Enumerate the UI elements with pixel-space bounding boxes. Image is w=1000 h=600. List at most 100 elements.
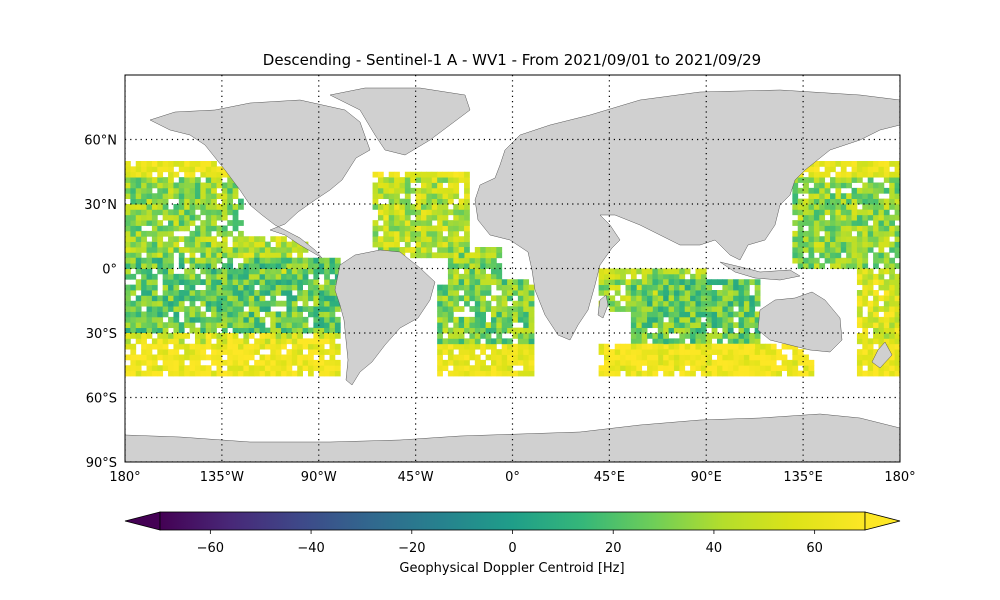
data-cell	[275, 316, 282, 323]
data-cell	[291, 268, 298, 275]
data-cell	[856, 177, 863, 183]
data-cell	[377, 225, 384, 232]
data-cell	[184, 209, 190, 216]
data-cell	[862, 236, 869, 243]
data-cell	[135, 204, 142, 210]
data-cell	[302, 306, 309, 312]
data-cell	[227, 257, 234, 264]
data-cell	[792, 359, 799, 366]
data-cell	[507, 290, 513, 296]
data-cell	[819, 182, 826, 189]
data-cell	[727, 295, 734, 302]
data-cell	[894, 209, 900, 216]
data-cell	[743, 311, 750, 318]
data-cell	[157, 365, 164, 372]
data-cell	[125, 343, 131, 350]
data-cell	[840, 182, 847, 189]
data-cell	[125, 300, 131, 307]
data-cell	[221, 171, 228, 178]
data-cell	[194, 204, 201, 210]
data-cell	[835, 198, 842, 205]
data-cell	[889, 333, 896, 339]
data-cell	[221, 279, 228, 286]
data-cell	[194, 290, 201, 296]
data-cell	[243, 338, 250, 345]
data-cell	[803, 257, 809, 264]
data-cell	[227, 252, 234, 259]
data-cell	[189, 263, 196, 269]
x-tick-label: 180°	[884, 470, 915, 485]
data-cell	[211, 236, 217, 243]
data-cell	[733, 333, 739, 339]
data-cell	[146, 311, 153, 318]
data-cell	[259, 273, 266, 280]
data-cell	[641, 349, 648, 355]
data-cell	[690, 327, 696, 334]
data-cell	[205, 166, 212, 173]
data-cell	[238, 204, 244, 210]
data-cell	[458, 359, 465, 366]
data-cell	[135, 359, 142, 366]
data-cell	[889, 161, 896, 167]
data-cell	[404, 193, 411, 200]
data-cell	[889, 193, 896, 200]
data-cell	[270, 327, 277, 334]
data-cell	[216, 268, 223, 275]
data-cell	[464, 359, 470, 366]
data-cell	[157, 327, 164, 334]
data-cell	[652, 279, 659, 286]
data-cell	[856, 247, 863, 253]
data-cell	[151, 306, 158, 312]
data-cell	[302, 322, 309, 329]
data-cell	[334, 268, 341, 275]
data-cell	[464, 204, 470, 210]
data-cell	[846, 236, 852, 243]
data-cell	[485, 343, 492, 350]
data-cell	[130, 257, 137, 264]
land-madagascar	[597, 294, 609, 319]
data-cell	[125, 182, 131, 189]
data-cell	[668, 273, 675, 280]
data-cell	[130, 182, 137, 189]
data-cell	[211, 300, 217, 307]
data-cell	[135, 365, 142, 372]
data-cell	[151, 273, 158, 280]
data-cell	[706, 306, 713, 312]
data-cell	[738, 311, 745, 318]
data-cell	[243, 284, 250, 291]
data-cell	[162, 354, 169, 361]
data-cell	[447, 230, 454, 237]
data-cell	[200, 247, 207, 253]
data-cell	[464, 284, 470, 291]
data-cell	[733, 300, 739, 307]
data-cell	[437, 365, 443, 372]
data-cell	[668, 268, 675, 275]
data-cell	[474, 273, 481, 280]
data-cell	[636, 290, 643, 296]
data-cell	[141, 316, 147, 323]
data-cell	[727, 279, 734, 286]
data-cell	[157, 236, 164, 243]
data-cell	[211, 343, 217, 350]
data-cell	[889, 349, 896, 355]
data-cell	[754, 333, 761, 339]
data-cell	[302, 263, 309, 269]
data-cell	[184, 322, 190, 329]
data-cell	[168, 263, 174, 269]
data-cell	[329, 316, 336, 323]
data-cell	[426, 214, 433, 221]
data-cell	[878, 257, 885, 264]
data-cell	[211, 327, 217, 334]
data-cell	[862, 284, 869, 291]
data-cell	[647, 316, 653, 323]
data-cell	[727, 311, 734, 318]
data-cell	[254, 273, 260, 280]
data-cell	[238, 236, 244, 243]
data-cell	[125, 290, 131, 296]
data-cell	[894, 311, 900, 318]
data-cell	[501, 284, 508, 291]
data-cell	[464, 182, 470, 189]
data-cell	[205, 177, 212, 183]
data-cell	[813, 198, 820, 205]
data-cell	[760, 359, 766, 366]
